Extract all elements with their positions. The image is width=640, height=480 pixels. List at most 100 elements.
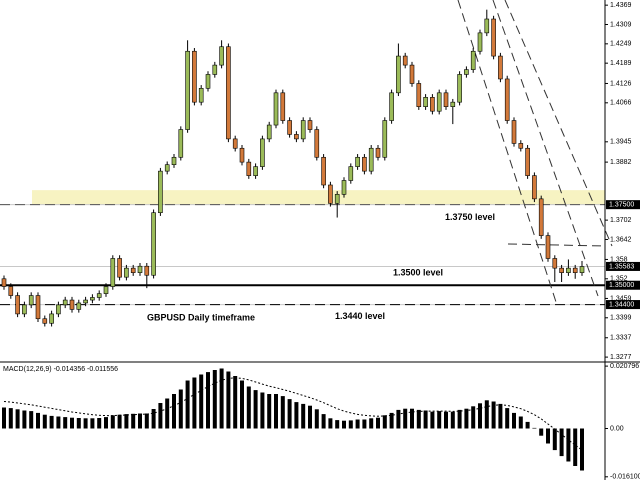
candle-body bbox=[382, 120, 388, 158]
signal-line bbox=[3, 377, 583, 451]
macd-bar bbox=[15, 409, 20, 429]
macd-bar bbox=[22, 410, 27, 429]
candle-body bbox=[56, 304, 61, 315]
candle-body bbox=[314, 129, 320, 158]
candle-body bbox=[579, 266, 585, 273]
candle-body bbox=[226, 46, 231, 140]
candle-body bbox=[49, 313, 54, 324]
y-tick-label: 1.4249 bbox=[610, 41, 632, 48]
candle-body bbox=[151, 212, 156, 276]
candle-body bbox=[538, 198, 544, 236]
candle-body bbox=[110, 258, 116, 287]
macd-bar bbox=[42, 414, 47, 429]
candle-body bbox=[117, 258, 122, 278]
macd-bar bbox=[464, 408, 469, 429]
macd-bar bbox=[165, 398, 170, 429]
channel-line bbox=[507, 243, 606, 247]
macd-bar bbox=[76, 418, 81, 429]
macd-bar bbox=[362, 419, 367, 429]
macd-bar bbox=[70, 417, 74, 429]
candle-body bbox=[171, 156, 177, 165]
level-layer: 1.3750 level 1.3500 level 1.3440 level bbox=[0, 204, 605, 321]
candle-body bbox=[430, 97, 435, 112]
candle-body bbox=[137, 265, 143, 273]
macd-bar bbox=[212, 370, 217, 429]
candle-body bbox=[423, 97, 428, 107]
candle-body bbox=[76, 302, 82, 310]
candle-body bbox=[511, 120, 517, 144]
candle-body bbox=[443, 92, 449, 107]
y-tick-label: 1.4066 bbox=[610, 100, 632, 107]
candle-body bbox=[96, 293, 102, 298]
candle-body bbox=[464, 69, 469, 75]
macd-bar bbox=[63, 417, 68, 429]
candle-body bbox=[409, 64, 415, 84]
macd-bar bbox=[314, 409, 319, 429]
macd-bar bbox=[131, 413, 136, 429]
macd-bar bbox=[444, 411, 448, 429]
macd-bar bbox=[382, 415, 387, 429]
macd-bar bbox=[233, 376, 238, 429]
macd-bar bbox=[376, 417, 380, 429]
price-marker-label: 1.35000 bbox=[609, 282, 634, 289]
candle-body bbox=[90, 297, 95, 301]
macd-bar bbox=[2, 407, 6, 429]
candle-body bbox=[22, 304, 27, 315]
candle-body bbox=[69, 299, 75, 310]
price-marker-label: 1.34400 bbox=[609, 301, 634, 308]
macd-bar bbox=[423, 410, 428, 429]
macd-bar bbox=[335, 420, 340, 429]
price-marker-label: 1.35583 bbox=[609, 263, 634, 270]
macd-bar bbox=[552, 428, 557, 451]
candle-body bbox=[253, 166, 258, 176]
candle-body bbox=[402, 55, 408, 66]
macd-bar bbox=[546, 428, 550, 444]
macd-bar bbox=[226, 371, 231, 429]
channel-line bbox=[457, 0, 557, 303]
y-tick-label: -0.016100 bbox=[610, 474, 640, 480]
candle-body bbox=[559, 267, 564, 273]
candle-body bbox=[239, 147, 245, 163]
channel-line bbox=[504, 0, 613, 247]
candle-body bbox=[1, 278, 7, 287]
candle-body bbox=[130, 267, 136, 273]
macd-bar bbox=[124, 414, 129, 429]
candle-body bbox=[8, 286, 14, 296]
candle-body bbox=[28, 295, 34, 306]
macd-bar bbox=[321, 414, 326, 429]
annotation: GBPUSD Daily timeframe bbox=[147, 312, 255, 322]
y-tick-label: 1.3945 bbox=[610, 139, 632, 146]
candle-body bbox=[362, 156, 367, 172]
candle-body bbox=[83, 299, 88, 304]
macd-bar bbox=[573, 428, 578, 466]
candle-layer bbox=[1, 9, 585, 327]
candle-body bbox=[491, 18, 496, 57]
macd-bar bbox=[29, 411, 34, 429]
macd-bar bbox=[410, 408, 414, 429]
macd-bar bbox=[416, 409, 421, 429]
y-tick-label: 1.4189 bbox=[610, 60, 632, 67]
y-tick-label: 1.3277 bbox=[610, 354, 632, 361]
macd-bar bbox=[484, 400, 489, 429]
macd-bar bbox=[450, 411, 455, 429]
macd-bar bbox=[97, 418, 102, 429]
candle-body bbox=[192, 50, 197, 103]
macd-bar bbox=[199, 374, 204, 429]
candle-body bbox=[477, 32, 483, 52]
macd-bar bbox=[559, 428, 564, 457]
candle-body bbox=[280, 92, 286, 121]
candle-body bbox=[525, 147, 530, 176]
macd-bar bbox=[287, 399, 292, 429]
candle-body bbox=[158, 170, 163, 214]
candle-body bbox=[144, 265, 150, 276]
price-marker-box bbox=[606, 280, 640, 290]
candle-body bbox=[62, 299, 68, 306]
y-tick-label: 1.3459 bbox=[610, 295, 632, 302]
macd-bar bbox=[294, 402, 299, 429]
macd-label: MACD(12,26,9) -0.014356 -0.011556 bbox=[3, 366, 118, 373]
macd-bar bbox=[49, 415, 54, 429]
candle-body bbox=[328, 184, 333, 204]
y-tick-label: 0.00 bbox=[610, 425, 624, 432]
y-tick-label: 1.3882 bbox=[610, 159, 632, 166]
